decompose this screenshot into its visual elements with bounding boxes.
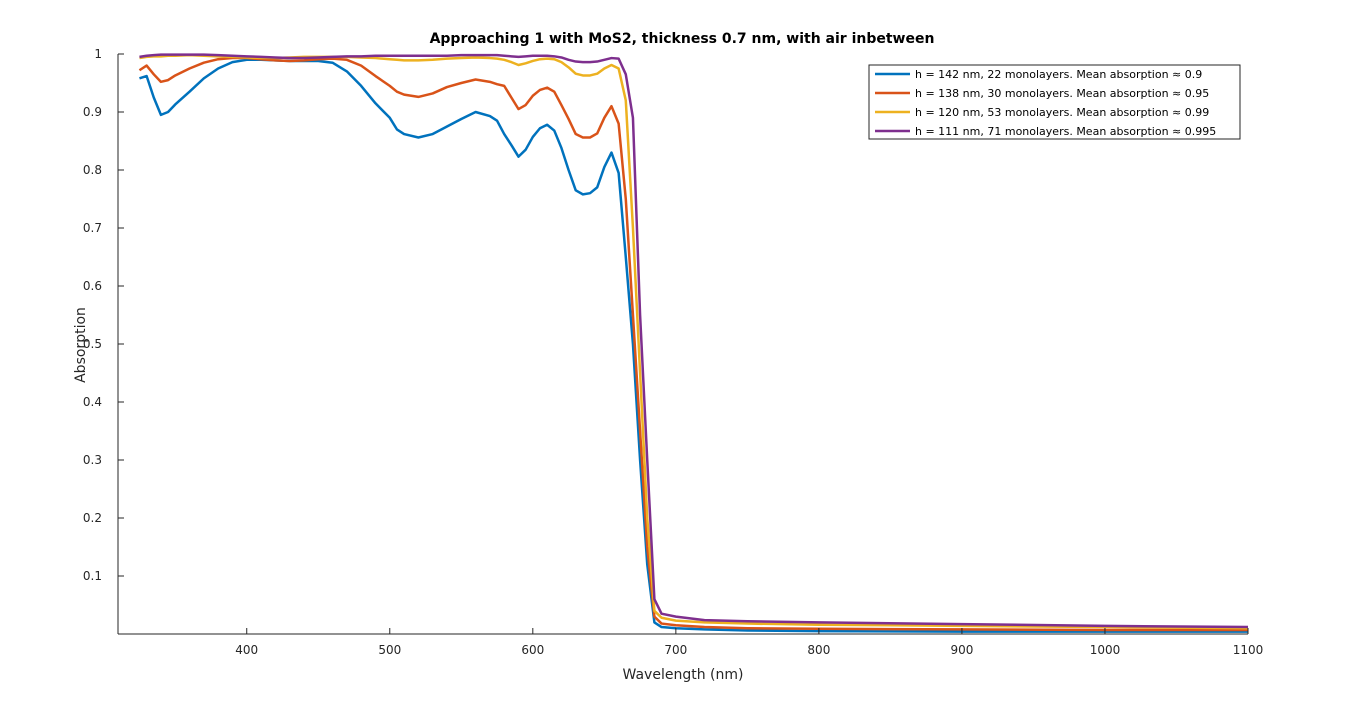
x-axis-label: Wavelength (nm) (623, 667, 744, 683)
y-tick-label: 0.2 (83, 511, 102, 525)
legend-entry-4: h = 111 nm, 71 monolayers. Mean absorpti… (915, 125, 1216, 138)
legend-box (868, 64, 1241, 140)
y-tick-label: 1 (94, 47, 102, 61)
x-tick-label: 800 (807, 643, 830, 657)
legend-entry-1: h = 142 nm, 22 monolayers. Mean absorpti… (915, 68, 1202, 81)
x-tick-label: 1100 (1233, 643, 1264, 657)
x-tick-label: 400 (235, 643, 258, 657)
x-tick-label: 900 (950, 643, 973, 657)
legend-entry-2: h = 138 nm, 30 monolayers. Mean absorpti… (915, 87, 1209, 100)
series-line-1 (139, 58, 1248, 633)
y-tick-label: 0.3 (83, 453, 102, 467)
x-tick-label: 600 (521, 643, 544, 657)
y-tick-label: 0.9 (83, 105, 102, 119)
x-tick-label: 1000 (1090, 643, 1121, 657)
y-tick-label: 0.7 (83, 221, 102, 235)
chart-title: Approaching 1 with MoS2, thickness 0.7 n… (430, 31, 935, 47)
legend-entry-3: h = 120 nm, 53 monolayers. Mean absorpti… (915, 106, 1209, 119)
series-line-4 (139, 53, 1249, 629)
x-ticks: 400 500 600 700 800 900 1000 1100 (235, 628, 1263, 657)
y-tick-label: 0.1 (83, 569, 102, 583)
y-axis-label: Absorption (73, 307, 89, 383)
series-layer (138, 53, 1249, 633)
y-tick-label: 0.5 (83, 337, 102, 351)
y-ticks: 0.1 0.2 0.3 0.4 0.5 0.6 0.7 0.8 0.9 1 (83, 47, 124, 583)
x-tick-label: 500 (378, 643, 401, 657)
y-tick-label: 0.4 (83, 395, 102, 409)
y-tick-label: 0.8 (83, 163, 102, 177)
y-tick-label: 0.6 (83, 279, 102, 293)
legend: h = 142 nm, 22 monolayers. Mean absorpti… (868, 64, 1241, 140)
x-tick-label: 700 (664, 643, 687, 657)
